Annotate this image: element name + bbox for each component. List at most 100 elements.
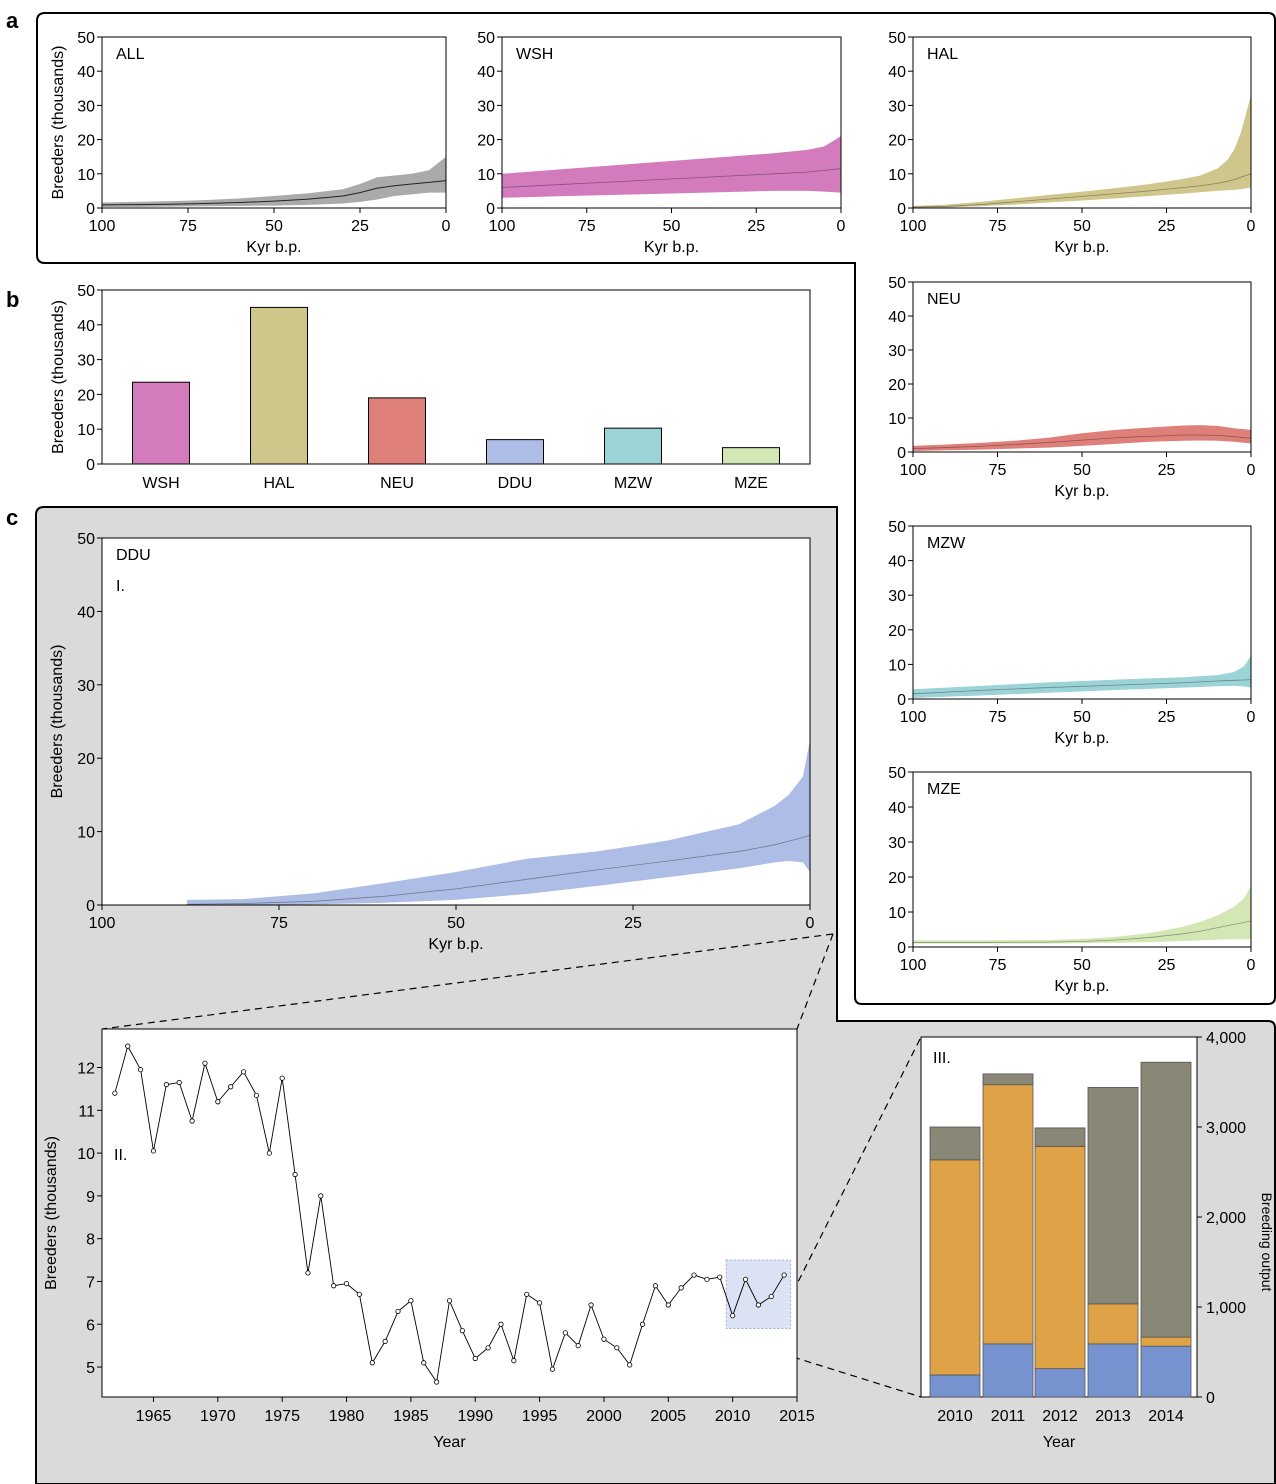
confidence-band [913,425,1251,451]
data-point [112,1090,118,1096]
y-tick-label: 0 [897,201,906,218]
bar-wsh [132,381,190,465]
y-tick-label: 30 [77,678,95,695]
y-tick-label: 40 [888,554,906,571]
panel-a-frame [36,12,1276,1005]
y-tick-label: 11 [78,1103,95,1120]
chart-wsh: 100 75 50 25 0 0 10 20 30 40 50 Kyr b.p. WSH [477,30,845,256]
segment-blue [1140,1345,1192,1398]
data-point [472,1355,478,1362]
y-tick-label: 1,000 [1206,1300,1246,1317]
y-tick-label: 40 [888,800,906,817]
chart-neu: 100 75 50 25 0 0 10 20 30 40 50 Kyr b.p. NEU [888,275,1255,500]
x-tick-label: 0 [1247,957,1256,974]
y-tick-label: 40 [77,318,95,335]
y-tick-label: 50 [477,30,495,47]
bar-mze [722,447,780,465]
median-line [101,180,447,206]
data-point [240,1069,247,1075]
y-tick-label: 40 [77,604,95,621]
y-tick-label: 0 [486,201,495,218]
x-tick-label: 25 [351,218,369,235]
chart-iii-stacked: 2010 2011 2012 2013 2014 0 1,000 2,000 3,000 4,00… [920,1030,1275,1451]
x-tick-label: NEU [380,475,414,492]
y-axis-label: Breeders (thousands) [50,300,67,454]
x-axis-label: Kyr b.p. [1054,730,1109,747]
series-label: NEU [927,291,961,308]
chart-mze: 100 75 50 25 0 0 10 20 30 40 50 Kyr b.p. MZE [888,765,1255,995]
y-tick-label: 0 [86,457,95,474]
data-point [292,1171,298,1178]
y-tick-label: 50 [77,531,95,548]
data-point [691,1272,697,1278]
x-axis-label: Kyr b.p. [428,936,483,953]
data-point [189,1118,195,1124]
x-tick-label: 2015 [779,1408,815,1425]
panel-letter-b: b [6,287,19,312]
series-label: WSH [516,46,553,63]
data-point [163,1082,169,1088]
plot-area [912,771,1252,948]
data-point [266,1150,272,1156]
chart-mzw: 100 75 50 25 0 0 10 20 30 40 50 Kyr b.p. MZW [888,519,1255,747]
y-tick-label: 20 [888,870,906,887]
segment-orange [929,1159,981,1376]
median-line [912,434,1252,449]
y-tick-label: 30 [477,98,495,115]
y-tick-label: 40 [477,64,495,81]
x-tick-label: 25 [1158,462,1176,479]
median-line [913,920,1252,943]
data-point [215,1099,221,1105]
x-tick-label: 100 [89,915,116,932]
x-tick-label: 2011 [991,1408,1026,1425]
y-tick-label: 2,000 [1206,1210,1246,1227]
data-point [279,1075,285,1081]
x-tick-label: 100 [900,462,927,479]
data-point [742,1276,749,1282]
data-point [549,1366,556,1372]
series-label: DDU [116,547,151,564]
segment-blue [929,1374,981,1398]
data-point [678,1285,684,1291]
zoom-connectors [101,933,922,1398]
y-tick-label: 30 [77,353,95,370]
data-point [318,1193,324,1199]
bar-mzw [604,427,662,465]
y-tick-label: 3,000 [1206,1120,1246,1137]
x-tick-label: 25 [1158,709,1176,726]
y-tick-label: 5 [86,1360,95,1377]
y-axis-label: Breeding output [1259,1193,1275,1292]
data-point [768,1293,774,1300]
segment-orange [1034,1145,1086,1370]
y-tick-label: 9 [86,1189,95,1206]
x-tick-label: 75 [270,915,288,932]
data-point [228,1084,234,1090]
bar-hal [250,306,308,465]
data-point [369,1360,375,1366]
data-point [125,1043,131,1049]
data-point [305,1270,311,1276]
y-tick-label: 0 [86,898,95,915]
data-point [562,1330,568,1336]
series-label: ALL [116,46,145,63]
y-tick-label: 30 [888,98,906,115]
y-tick-label: 10 [77,422,95,439]
x-tick-label: 25 [1158,218,1176,235]
chart-ddu: 100 75 50 25 0 0 10 20 30 40 50 Kyr b.p. Breeders (t… [49,531,815,953]
x-tick-label: WSH [142,475,179,492]
series-label: MZW [927,535,966,552]
segment-orange [982,1084,1034,1345]
x-tick-label: 0 [1247,709,1256,726]
x-tick-label: 2012 [1042,1408,1078,1425]
segment-grey [929,1126,981,1161]
x-axis-label: Year [1043,1434,1076,1451]
y-tick-label: 20 [888,623,906,640]
x-tick-label: 1965 [136,1408,172,1425]
segment-orange [1087,1303,1139,1345]
x-axis-label: Kyr b.p. [246,239,301,256]
y-axis-label: Breeders (thousands) [43,1136,60,1290]
x-tick-label: MZE [734,475,768,492]
y-axis-label: Breeders (thousands) [50,46,67,200]
